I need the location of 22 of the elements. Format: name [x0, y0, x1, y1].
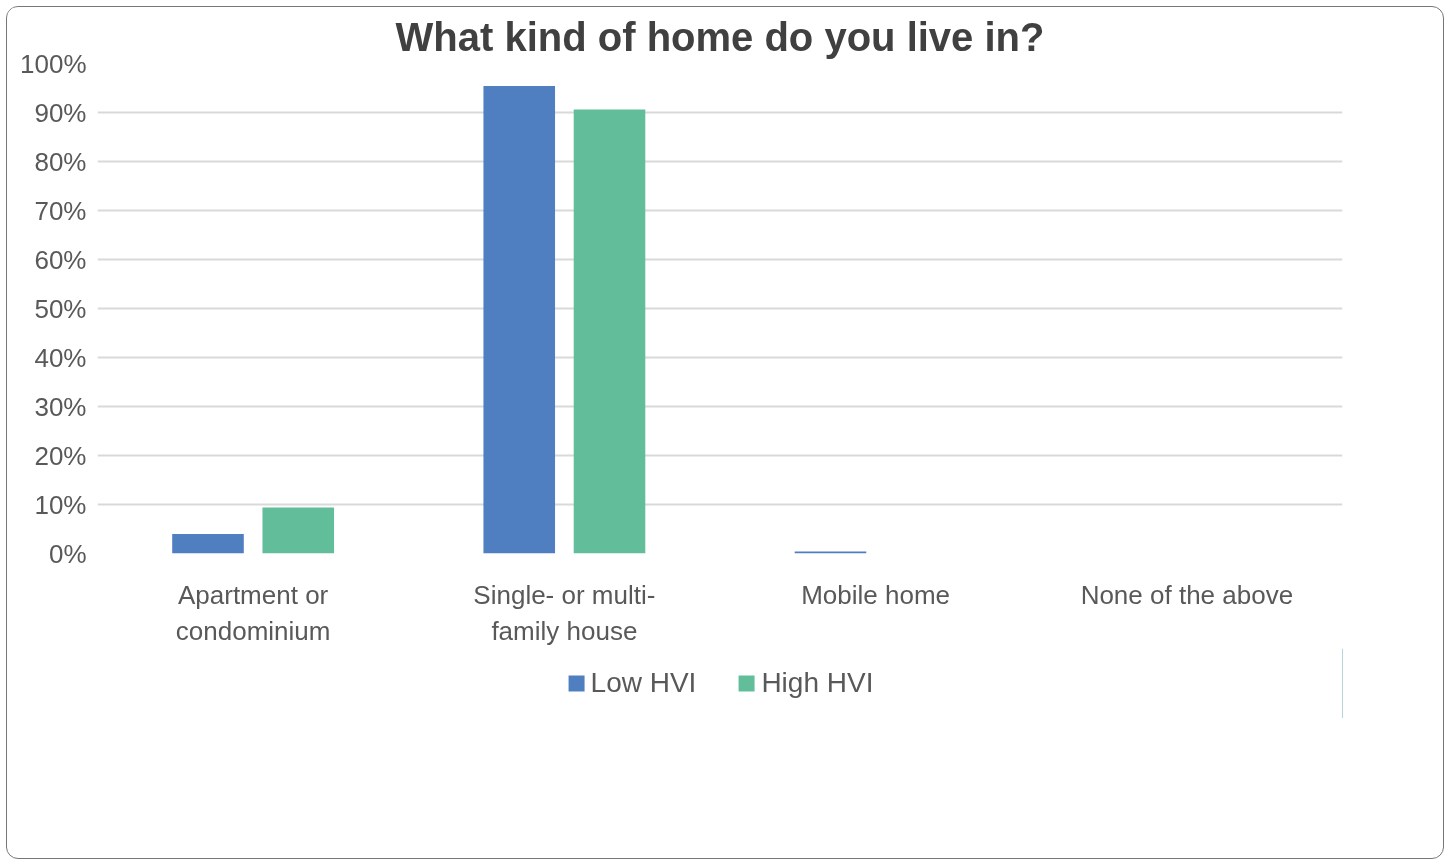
x-tick-label: Apartment or condominium — [175, 579, 331, 646]
chart-title: What kind of home do you live in? — [395, 14, 1045, 59]
y-tick-label: 80% — [34, 146, 87, 177]
y-tick-label: 20% — [34, 440, 87, 471]
x-tick-label: None of the above — [1080, 579, 1294, 610]
bar — [172, 533, 244, 554]
bar — [573, 109, 646, 554]
x-tick-label: Single- or multi-family house — [473, 579, 656, 646]
legend-label: Low HVI — [590, 667, 697, 699]
y-tick-label: 60% — [34, 244, 87, 275]
y-tick-label: 0% — [48, 538, 87, 569]
y-tick-label: 10% — [34, 489, 87, 520]
y-tick-label: 50% — [34, 293, 87, 324]
legend-label: High HVI — [761, 667, 874, 699]
bar — [483, 86, 556, 554]
y-tick-label: 30% — [34, 391, 87, 422]
y-tick-label: 90% — [34, 97, 87, 128]
x-tick-label: Mobile home — [801, 579, 951, 610]
y-tick-label: 70% — [34, 195, 87, 226]
y-tick-label: 100% — [20, 48, 87, 79]
bar — [262, 507, 335, 554]
y-tick-label: 40% — [34, 342, 87, 373]
